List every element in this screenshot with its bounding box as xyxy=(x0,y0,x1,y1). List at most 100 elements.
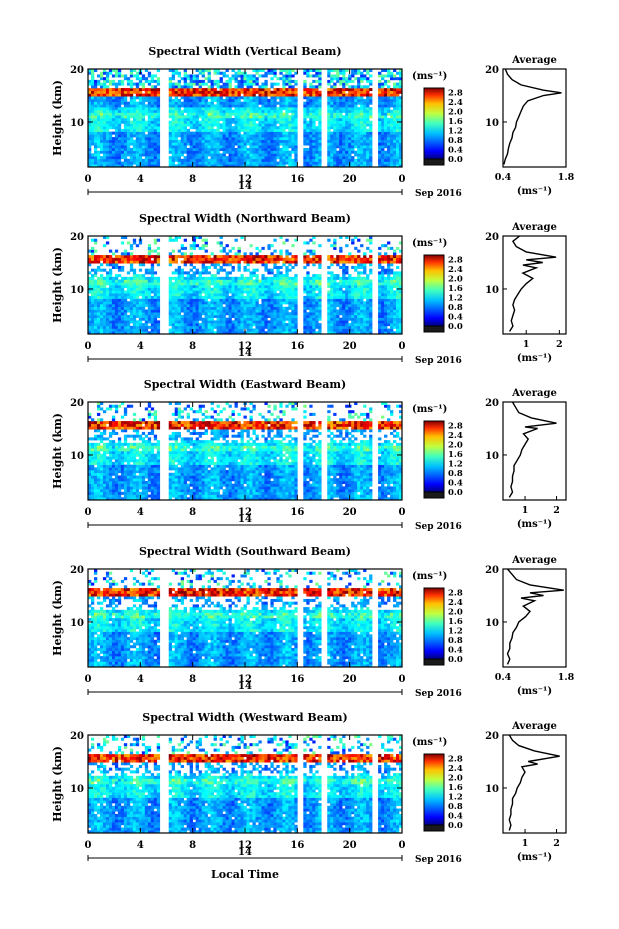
heatmap-cell xyxy=(333,115,337,119)
heatmap-cell xyxy=(228,93,232,97)
heatmap-cell xyxy=(309,158,313,162)
heatmap-cell xyxy=(243,90,247,94)
heatmap-cell xyxy=(117,150,122,154)
heatmap-cell xyxy=(171,104,176,108)
heatmap-cell xyxy=(240,236,244,240)
heatmap-cell xyxy=(96,328,101,332)
heatmap-cell xyxy=(336,71,340,75)
heatmap-cell xyxy=(264,118,268,122)
heatmap-cell xyxy=(327,120,331,124)
heatmap-cell xyxy=(288,85,292,89)
heatmap-cell xyxy=(189,79,193,83)
heatmap-cell xyxy=(336,90,340,94)
heatmap-cell xyxy=(216,82,220,86)
heatmap-cell xyxy=(366,123,370,127)
heatmap-cell xyxy=(168,85,173,89)
heatmap-cell xyxy=(177,317,181,321)
heatmap-cell xyxy=(88,282,92,286)
heatmap-cell xyxy=(399,137,403,141)
heatmap-cell xyxy=(90,88,95,92)
heatmap-cell xyxy=(132,274,137,278)
heatmap-cell xyxy=(156,150,161,154)
heatmap-cell xyxy=(144,112,149,116)
heatmap-cell xyxy=(99,161,104,165)
heatmap-cell xyxy=(291,96,295,100)
heatmap-cell xyxy=(102,156,107,160)
heatmap-cell xyxy=(198,112,202,116)
heatmap-cell xyxy=(210,93,214,97)
heatmap-cell xyxy=(249,82,253,86)
heatmap-cell xyxy=(258,323,262,327)
heatmap-cell xyxy=(312,128,316,132)
heatmap-cell xyxy=(264,134,268,138)
heatmap-cell xyxy=(294,109,298,113)
heatmap-cell xyxy=(126,276,131,280)
heatmap-cell xyxy=(393,69,397,73)
heatmap-cell xyxy=(279,161,283,165)
heatmap-cell xyxy=(294,260,298,264)
heatmap-cell xyxy=(93,93,98,97)
heatmap-cell xyxy=(387,128,391,132)
heatmap-cell xyxy=(207,323,211,327)
heatmap-cell xyxy=(243,82,247,86)
heatmap-cell xyxy=(177,323,181,327)
heatmap-cell xyxy=(102,282,107,286)
heatmap-cell xyxy=(279,112,283,116)
heatmap-cell xyxy=(267,282,271,286)
heatmap-cell xyxy=(186,317,190,321)
heatmap-cell xyxy=(99,96,104,100)
heatmap-cell xyxy=(336,158,340,162)
heatmap-cell xyxy=(240,293,244,297)
heatmap-cell xyxy=(153,158,158,162)
heatmap-cell xyxy=(150,276,155,280)
heatmap-cell xyxy=(129,312,134,316)
heatmap-cell xyxy=(234,123,238,127)
heatmap-cell xyxy=(153,301,158,305)
heatmap-cell xyxy=(222,134,226,138)
heatmap-cell xyxy=(195,107,199,111)
heatmap-cell xyxy=(93,98,98,102)
heatmap-cell xyxy=(285,238,289,242)
heatmap-cell xyxy=(111,325,116,329)
heatmap-cell xyxy=(114,101,119,105)
heatmap-cell xyxy=(255,282,259,286)
heatmap-cell xyxy=(111,69,116,73)
heatmap-cell xyxy=(204,69,208,73)
heatmap-cell xyxy=(249,147,253,151)
heatmap-cell xyxy=(219,104,223,108)
heatmap-cell xyxy=(396,82,400,86)
heatmap-cell xyxy=(309,145,313,149)
heatmap-cell xyxy=(141,257,146,261)
heatmap-cell xyxy=(390,161,394,165)
heatmap-cell xyxy=(132,131,137,135)
heatmap-cell xyxy=(306,109,310,113)
heatmap-cell xyxy=(222,285,226,289)
heatmap-cell xyxy=(216,104,220,108)
heatmap-cell xyxy=(123,93,128,97)
heatmap-cell xyxy=(126,88,131,92)
heatmap-cell xyxy=(96,112,101,116)
heatmap-cell xyxy=(357,96,361,100)
heatmap-cell xyxy=(195,304,199,308)
heatmap-cell xyxy=(88,249,92,253)
heatmap-cell xyxy=(132,147,137,151)
heatmap-cell xyxy=(138,298,143,302)
heatmap-cell xyxy=(204,295,208,299)
heatmap-cell xyxy=(222,282,226,286)
heatmap-cell xyxy=(285,260,289,264)
heatmap-cell xyxy=(129,282,134,286)
heatmap-cell xyxy=(150,104,155,108)
heatmap-cell xyxy=(144,134,149,138)
heatmap-cell xyxy=(120,79,125,83)
heatmap-cell xyxy=(249,104,253,108)
heatmap-cell xyxy=(252,120,256,124)
heatmap-cell xyxy=(270,90,274,94)
heatmap-cell xyxy=(333,120,337,124)
heatmap-cell xyxy=(138,79,143,83)
heatmap-cell xyxy=(201,238,205,242)
heatmap-cell xyxy=(231,126,235,130)
heatmap-cell xyxy=(105,156,110,160)
heatmap-cell xyxy=(198,120,202,124)
heatmap-cell xyxy=(216,123,220,127)
heatmap-cell xyxy=(252,139,256,143)
